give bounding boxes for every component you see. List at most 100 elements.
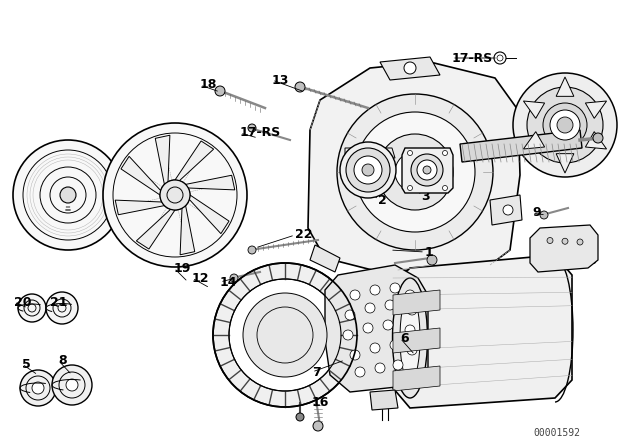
Polygon shape xyxy=(186,175,235,190)
Circle shape xyxy=(355,367,365,377)
Text: 6: 6 xyxy=(400,332,408,345)
Polygon shape xyxy=(189,195,229,234)
Text: 10: 10 xyxy=(562,233,579,246)
Circle shape xyxy=(393,360,403,370)
Polygon shape xyxy=(370,390,398,410)
Circle shape xyxy=(213,263,357,407)
Circle shape xyxy=(375,363,385,373)
Polygon shape xyxy=(136,209,175,249)
Polygon shape xyxy=(586,132,607,149)
Text: 8: 8 xyxy=(58,353,67,366)
Polygon shape xyxy=(310,245,340,272)
Circle shape xyxy=(313,421,323,431)
Text: 13: 13 xyxy=(272,73,289,86)
Circle shape xyxy=(557,117,573,133)
Circle shape xyxy=(547,237,553,244)
Polygon shape xyxy=(402,148,453,193)
Circle shape xyxy=(354,156,382,184)
Circle shape xyxy=(32,382,44,394)
Circle shape xyxy=(408,185,413,190)
Circle shape xyxy=(160,180,190,210)
Circle shape xyxy=(343,330,353,340)
Circle shape xyxy=(503,205,513,215)
Circle shape xyxy=(385,300,395,310)
Circle shape xyxy=(540,211,548,219)
Circle shape xyxy=(340,142,396,198)
Circle shape xyxy=(248,124,256,132)
Circle shape xyxy=(383,320,393,330)
Text: 19: 19 xyxy=(174,262,191,275)
Circle shape xyxy=(562,238,568,244)
Ellipse shape xyxy=(392,278,428,398)
Circle shape xyxy=(295,82,305,92)
Text: 12: 12 xyxy=(192,271,209,284)
Text: 21: 21 xyxy=(50,296,67,309)
Polygon shape xyxy=(393,328,440,353)
Polygon shape xyxy=(308,62,520,272)
Circle shape xyxy=(494,52,506,64)
Circle shape xyxy=(577,239,583,245)
Polygon shape xyxy=(180,206,195,255)
Ellipse shape xyxy=(400,294,420,382)
Circle shape xyxy=(103,123,247,267)
Polygon shape xyxy=(380,57,440,80)
Circle shape xyxy=(543,103,587,147)
Circle shape xyxy=(407,164,423,180)
Text: 16: 16 xyxy=(312,396,330,409)
Text: 9: 9 xyxy=(532,207,541,220)
Circle shape xyxy=(377,134,453,210)
Circle shape xyxy=(296,413,304,421)
Polygon shape xyxy=(530,225,598,272)
Circle shape xyxy=(423,166,431,174)
Polygon shape xyxy=(460,130,582,162)
Circle shape xyxy=(405,325,415,335)
Text: 17-RS: 17-RS xyxy=(240,126,281,139)
Polygon shape xyxy=(393,290,440,315)
Text: 5: 5 xyxy=(22,358,31,370)
Polygon shape xyxy=(325,265,428,392)
Polygon shape xyxy=(121,156,161,195)
Circle shape xyxy=(350,350,360,360)
Circle shape xyxy=(370,343,380,353)
Circle shape xyxy=(550,110,580,140)
Circle shape xyxy=(362,164,374,176)
Circle shape xyxy=(370,285,380,295)
Polygon shape xyxy=(556,77,574,96)
Circle shape xyxy=(52,365,92,405)
Circle shape xyxy=(407,345,417,355)
Circle shape xyxy=(215,86,225,96)
Polygon shape xyxy=(156,135,170,185)
Text: 17-RS: 17-RS xyxy=(452,52,493,65)
Circle shape xyxy=(20,370,56,406)
Circle shape xyxy=(405,290,415,300)
Polygon shape xyxy=(490,195,522,225)
Circle shape xyxy=(337,94,493,250)
Circle shape xyxy=(593,133,603,143)
Polygon shape xyxy=(524,132,545,149)
Circle shape xyxy=(513,73,617,177)
Text: 18: 18 xyxy=(200,78,218,91)
Circle shape xyxy=(417,160,437,180)
Polygon shape xyxy=(175,141,214,181)
Circle shape xyxy=(411,154,443,186)
Circle shape xyxy=(18,294,46,322)
Polygon shape xyxy=(115,200,164,215)
Text: 1: 1 xyxy=(425,246,434,258)
Circle shape xyxy=(442,185,447,190)
Circle shape xyxy=(527,87,603,163)
Circle shape xyxy=(350,290,360,300)
Circle shape xyxy=(390,283,400,293)
Polygon shape xyxy=(393,255,572,408)
Circle shape xyxy=(345,310,355,320)
Circle shape xyxy=(248,246,256,254)
Circle shape xyxy=(66,379,78,391)
Polygon shape xyxy=(556,154,574,173)
Text: 7: 7 xyxy=(312,366,321,379)
Circle shape xyxy=(390,340,400,350)
Circle shape xyxy=(408,151,413,155)
Text: 20: 20 xyxy=(14,296,31,309)
Circle shape xyxy=(230,274,238,282)
Text: 2: 2 xyxy=(378,194,387,207)
Circle shape xyxy=(365,303,375,313)
Circle shape xyxy=(395,152,435,192)
